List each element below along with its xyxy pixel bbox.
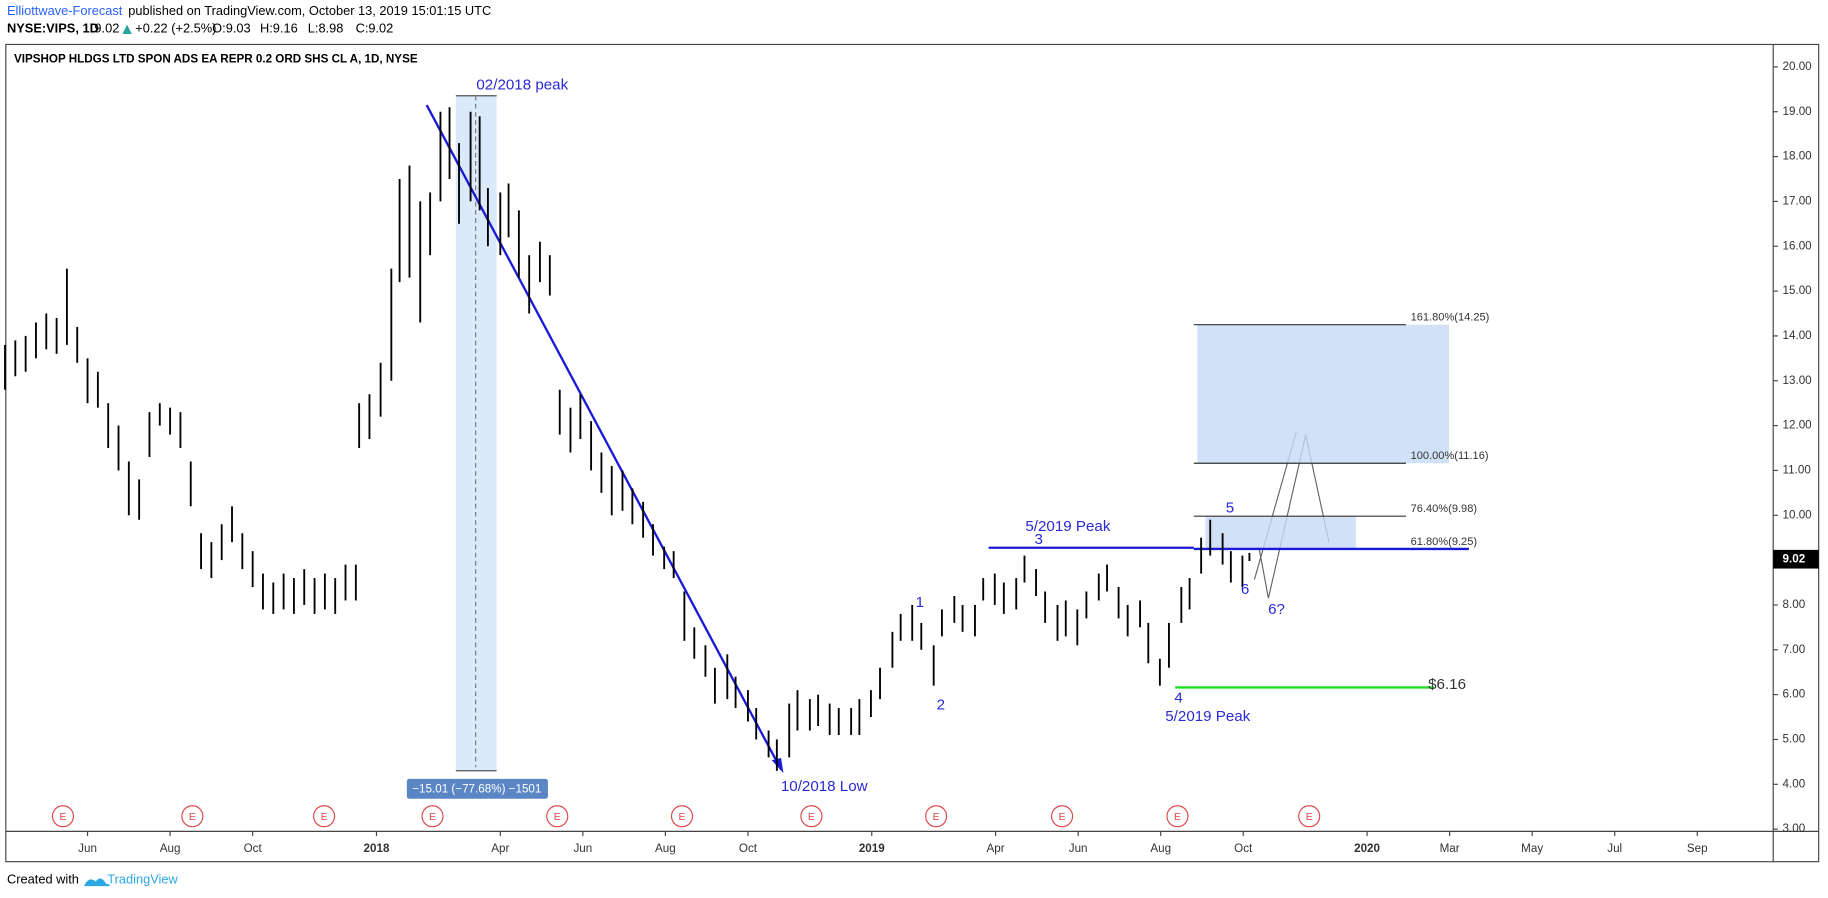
event-label: E <box>321 812 328 823</box>
x-tick-label: Mar <box>1440 842 1460 855</box>
x-tick-label: Jun <box>573 842 592 855</box>
annotation: 4 <box>1174 689 1182 706</box>
event-marker <box>925 805 948 828</box>
annotation: 5/2019 Peak <box>1025 518 1110 535</box>
y-tick-label: 11.00 <box>1783 464 1812 477</box>
annotation: 2 <box>937 696 945 713</box>
published: published on TradingView.com, October 13… <box>128 3 491 18</box>
last: 9.02 <box>94 21 119 36</box>
footer-created: Created with <box>7 872 79 887</box>
event-marker <box>1166 805 1189 828</box>
target-zone <box>1205 516 1356 549</box>
event-marker <box>546 805 569 828</box>
event-label: E <box>1174 812 1181 823</box>
y-tick-label: 13.00 <box>1783 374 1813 387</box>
annotation: 02/2018 peak <box>476 76 568 93</box>
chart-title: VIPSHOP HLDGS LTD SPON ADS EA REPR 0.2 O… <box>14 53 418 66</box>
x-tick-label: Jul <box>1607 842 1622 855</box>
drawings: −15.01 (−77.68%) −1501 <box>406 95 1330 799</box>
annotation: 5 <box>1226 499 1234 516</box>
annotation: 10/2018 Low <box>781 778 868 795</box>
annotation: 3 <box>1035 531 1043 548</box>
x-tick-label: Oct <box>739 842 758 855</box>
symbol: NYSE:VIPS, 1D <box>7 21 99 36</box>
event-label: E <box>808 812 815 823</box>
fib-label: 100.00%(11.16) <box>1411 450 1489 462</box>
y-tick-label: 10.00 <box>1783 508 1813 521</box>
x-tick-label: 2018 <box>364 842 390 855</box>
event-marker <box>800 805 823 828</box>
annotation: 5/2019 Peak <box>1165 708 1250 725</box>
fib-label: 76.40%(9.98) <box>1411 503 1477 515</box>
annotation: 6 <box>1241 581 1249 598</box>
annotation: 1 <box>916 594 924 611</box>
y-tick-label: 5.00 <box>1783 733 1806 746</box>
x-tick-label: Jun <box>1069 842 1088 855</box>
low: L:8.98 <box>308 21 344 36</box>
event-label: E <box>1059 812 1066 823</box>
y-tick-label: 15.00 <box>1783 284 1813 297</box>
annotation: 6? <box>1268 601 1285 618</box>
brand-logo <box>83 878 110 887</box>
close: C:9.02 <box>356 21 394 36</box>
y-tick-label: 20.00 <box>1783 60 1813 73</box>
y-tick-label: 7.00 <box>1783 643 1806 656</box>
x-tick-label: Oct <box>1234 842 1253 855</box>
event-marker <box>1050 805 1074 828</box>
event-marker <box>421 805 444 828</box>
event-label: E <box>679 812 686 823</box>
author[interactable]: Elliottwave-Forecast <box>7 3 123 18</box>
change: +0.22 (+2.5%) <box>135 21 216 36</box>
event-marker <box>1298 805 1321 828</box>
high: H:9.16 <box>260 21 298 36</box>
up-arrow <box>122 24 132 34</box>
x-tick-label: Aug <box>160 842 181 855</box>
event-label: E <box>189 812 196 823</box>
event-label: E <box>59 812 66 823</box>
x-tick-label: Aug <box>1150 842 1171 855</box>
event-label: E <box>429 812 436 823</box>
y-tick-label: 4.00 <box>1783 777 1806 790</box>
footer-brand: TradingView <box>107 872 178 887</box>
y-tick-label: 8.00 <box>1783 598 1806 611</box>
event-marker <box>181 805 204 828</box>
y-tick-label: 3.00 <box>1783 822 1806 835</box>
x-tick-label: Aug <box>655 842 676 855</box>
support-label: $6.16 <box>1428 676 1466 693</box>
x-tick-label: Sep <box>1687 842 1708 855</box>
fib-label: 61.80%(9.25) <box>1411 536 1477 548</box>
y-tick-label: 6.00 <box>1783 688 1806 701</box>
frame <box>5 43 1820 863</box>
trend-line <box>425 104 783 771</box>
y-tick-label: 14.00 <box>1783 329 1813 342</box>
x-tick-label: Jun <box>78 842 97 855</box>
fib-label: 161.80%(14.25) <box>1411 312 1490 324</box>
y-tick-label: 17.00 <box>1783 194 1813 207</box>
x-tick-label: 2019 <box>859 842 885 855</box>
measure-box <box>406 778 548 799</box>
y-tick-label: 12.00 <box>1783 419 1813 432</box>
event-marker <box>313 805 336 828</box>
target-zone <box>1197 324 1450 464</box>
event-label: E <box>933 812 940 823</box>
event-marker <box>51 805 75 828</box>
x-tick-label: 2020 <box>1354 842 1380 855</box>
x-tick-label: Apr <box>491 842 509 855</box>
y-tick-label: 19.00 <box>1783 105 1813 118</box>
price-tag <box>1773 549 1819 569</box>
price-tag-label: 9.02 <box>1783 552 1806 565</box>
y-tick-label: 18.00 <box>1783 150 1813 163</box>
y-tick-label: 16.00 <box>1783 239 1813 252</box>
x-tick-label: May <box>1521 842 1543 855</box>
measure-label: −15.01 (−77.68%) −1501 <box>412 782 541 795</box>
event-marker <box>670 805 694 828</box>
x-tick-label: Oct <box>244 842 263 855</box>
x-tick-label: Apr <box>987 842 1005 855</box>
event-label: E <box>554 812 561 823</box>
open: O:9.03 <box>212 21 250 36</box>
event-label: E <box>1306 812 1313 823</box>
